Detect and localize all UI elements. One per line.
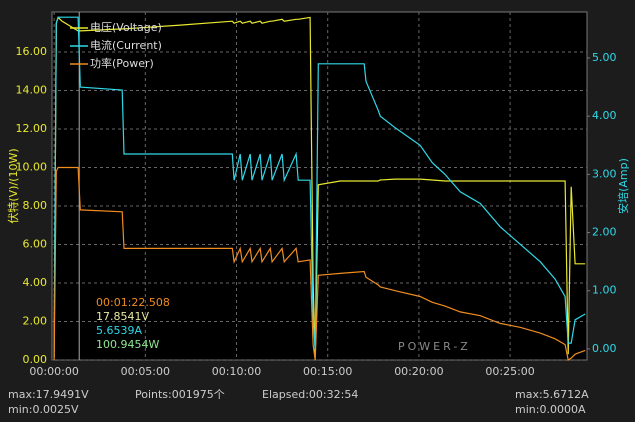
cursor-readout: 100.9454W (96, 338, 159, 351)
y-tick-label: 6.00 (23, 238, 48, 251)
y-axis-title: 伏特(V)/(10W) (6, 148, 20, 223)
y-tick-label: 10.00 (16, 161, 48, 174)
y-tick-label: 2.00 (23, 315, 48, 328)
y2-tick-label: 5.00 (592, 51, 617, 64)
legend-label: 功率(Power) (90, 56, 154, 70)
legend-label: 电流(Current) (90, 38, 162, 52)
y2-tick-label: 3.00 (592, 167, 617, 180)
cursor-readout: 17.8541V (96, 310, 149, 323)
x-tick-label: 00:00:00 (29, 365, 78, 378)
y2-tick-label: 2.00 (592, 226, 617, 239)
current-max: max:5.6712A (515, 388, 589, 401)
x-tick-label: 00:10:00 (212, 365, 261, 378)
x-tick-label: 00:20:00 (394, 365, 443, 378)
elapsed: Elapsed:00:32:54 (262, 388, 358, 401)
y2-axis-title: 安培(Amp) (616, 158, 630, 214)
y2-tick-label: 4.00 (592, 109, 617, 122)
x-tick-label: 00:25:00 (485, 365, 534, 378)
current-min: min:0.0000A (515, 403, 586, 416)
series-line (53, 16, 586, 359)
points: Points:001975个 (135, 388, 225, 401)
x-tick-label: 00:15:00 (303, 365, 352, 378)
y-tick-label: 12.00 (16, 122, 48, 135)
y-tick-label: 16.00 (16, 45, 48, 58)
series-line (53, 16, 586, 349)
y-tick-label: 14.00 (16, 84, 48, 97)
y-tick-label: 8.00 (23, 199, 48, 212)
cursor-readout: 00:01:22.508 (96, 296, 170, 309)
plot-area (51, 11, 588, 361)
legend-label: 电压(Voltage) (90, 21, 162, 34)
y2-tick-label: 0.00 (592, 342, 617, 355)
voltage-min: min:0.0025V (8, 403, 79, 416)
voltage-max: max:17.9491V (8, 388, 89, 401)
y2-tick-label: 1.00 (592, 284, 617, 297)
y-tick-label: 0.00 (23, 353, 48, 366)
cursor-readout: 5.6539A (96, 324, 142, 337)
watermark: POWER-Z (398, 340, 471, 353)
series-line (53, 166, 586, 361)
x-tick-label: 00:05:00 (121, 365, 170, 378)
y-tick-label: 4.00 (23, 276, 48, 289)
